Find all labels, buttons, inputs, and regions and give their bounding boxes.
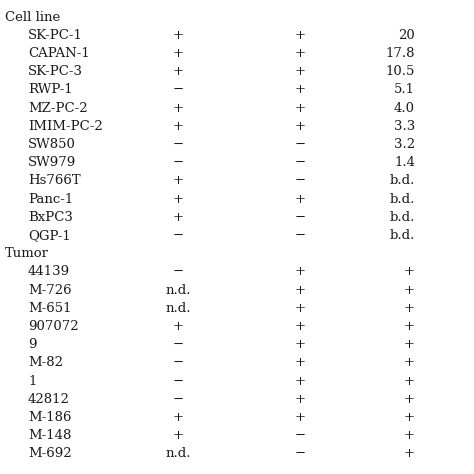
Text: n.d.: n.d. (165, 283, 191, 297)
Text: 1: 1 (28, 374, 36, 388)
Text: M-186: M-186 (28, 411, 72, 424)
Text: 907072: 907072 (28, 320, 79, 333)
Text: +: + (294, 101, 306, 115)
Text: +: + (294, 29, 306, 42)
Text: SK-PC-3: SK-PC-3 (28, 65, 83, 78)
Text: BxPC3: BxPC3 (28, 211, 73, 224)
Text: b.d.: b.d. (390, 229, 415, 242)
Text: RWP-1: RWP-1 (28, 83, 73, 96)
Text: b.d.: b.d. (390, 192, 415, 206)
Text: CAPAN-1: CAPAN-1 (28, 47, 90, 60)
Text: −: − (294, 429, 306, 442)
Text: 5.1: 5.1 (394, 83, 415, 96)
Text: +: + (294, 83, 306, 96)
Text: +: + (404, 302, 415, 315)
Text: +: + (173, 211, 183, 224)
Text: +: + (404, 338, 415, 351)
Text: +: + (294, 411, 306, 424)
Text: 3.2: 3.2 (394, 138, 415, 151)
Text: SW850: SW850 (28, 138, 76, 151)
Text: +: + (404, 411, 415, 424)
Text: 20: 20 (398, 29, 415, 42)
Text: Tumor: Tumor (5, 247, 49, 260)
Text: +: + (173, 320, 183, 333)
Text: M-148: M-148 (28, 429, 72, 442)
Text: 44139: 44139 (28, 265, 70, 278)
Text: Hs766T: Hs766T (28, 174, 81, 187)
Text: b.d.: b.d. (390, 174, 415, 187)
Text: −: − (173, 156, 183, 169)
Text: +: + (404, 356, 415, 369)
Text: M-726: M-726 (28, 283, 72, 297)
Text: n.d.: n.d. (165, 302, 191, 315)
Text: +: + (173, 174, 183, 187)
Text: +: + (294, 356, 306, 369)
Text: Panc-1: Panc-1 (28, 192, 73, 206)
Text: +: + (294, 192, 306, 206)
Text: MZ-PC-2: MZ-PC-2 (28, 101, 88, 115)
Text: +: + (294, 393, 306, 406)
Text: 10.5: 10.5 (386, 65, 415, 78)
Text: −: − (294, 156, 306, 169)
Text: 4.0: 4.0 (394, 101, 415, 115)
Text: −: − (173, 138, 183, 151)
Text: 17.8: 17.8 (385, 47, 415, 60)
Text: +: + (294, 374, 306, 388)
Text: +: + (404, 393, 415, 406)
Text: +: + (294, 65, 306, 78)
Text: +: + (294, 302, 306, 315)
Text: +: + (404, 265, 415, 278)
Text: +: + (294, 47, 306, 60)
Text: SW979: SW979 (28, 156, 76, 169)
Text: +: + (294, 120, 306, 133)
Text: +: + (173, 47, 183, 60)
Text: M-692: M-692 (28, 447, 72, 460)
Text: 9: 9 (28, 338, 36, 351)
Text: −: − (173, 229, 183, 242)
Text: +: + (173, 65, 183, 78)
Text: 1.4: 1.4 (394, 156, 415, 169)
Text: −: − (294, 229, 306, 242)
Text: QGP-1: QGP-1 (28, 229, 71, 242)
Text: +: + (294, 283, 306, 297)
Text: b.d.: b.d. (390, 211, 415, 224)
Text: M-82: M-82 (28, 356, 63, 369)
Text: −: − (173, 393, 183, 406)
Text: 42812: 42812 (28, 393, 70, 406)
Text: +: + (173, 120, 183, 133)
Text: +: + (173, 192, 183, 206)
Text: +: + (404, 374, 415, 388)
Text: −: − (173, 338, 183, 351)
Text: −: − (294, 138, 306, 151)
Text: M-651: M-651 (28, 302, 72, 315)
Text: IMIM-PC-2: IMIM-PC-2 (28, 120, 103, 133)
Text: +: + (404, 320, 415, 333)
Text: −: − (173, 356, 183, 369)
Text: +: + (404, 447, 415, 460)
Text: n.d.: n.d. (165, 447, 191, 460)
Text: +: + (173, 101, 183, 115)
Text: +: + (173, 429, 183, 442)
Text: −: − (173, 374, 183, 388)
Text: +: + (404, 429, 415, 442)
Text: +: + (173, 29, 183, 42)
Text: −: − (173, 265, 183, 278)
Text: +: + (294, 320, 306, 333)
Text: +: + (294, 338, 306, 351)
Text: −: − (294, 211, 306, 224)
Text: −: − (173, 83, 183, 96)
Text: +: + (173, 411, 183, 424)
Text: +: + (294, 265, 306, 278)
Text: 3.3: 3.3 (394, 120, 415, 133)
Text: +: + (404, 283, 415, 297)
Text: SK-PC-1: SK-PC-1 (28, 29, 83, 42)
Text: −: − (294, 447, 306, 460)
Text: −: − (294, 174, 306, 187)
Text: Cell line: Cell line (5, 10, 60, 24)
